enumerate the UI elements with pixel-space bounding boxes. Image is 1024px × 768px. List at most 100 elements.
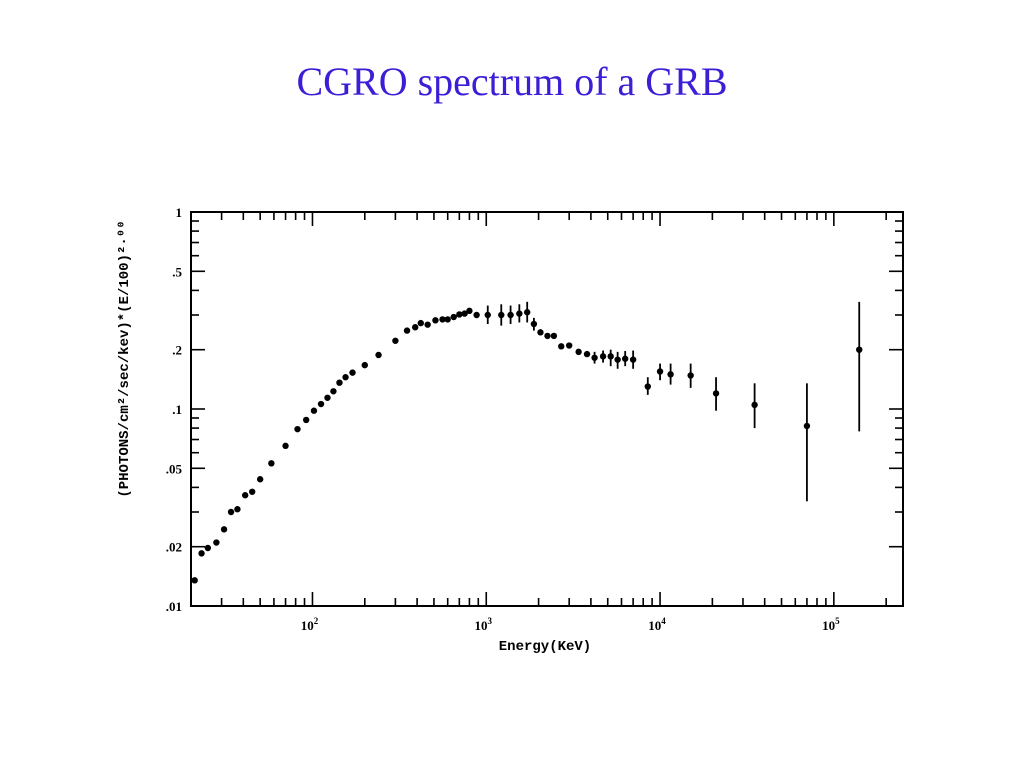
data-marker — [456, 311, 463, 318]
data-points — [191, 301, 863, 584]
data-marker — [712, 390, 720, 397]
data-point — [432, 317, 439, 324]
data-point — [712, 377, 720, 411]
data-point — [629, 350, 637, 369]
data-point — [607, 349, 614, 367]
data-marker — [294, 425, 301, 433]
data-point — [550, 332, 558, 340]
data-point — [342, 374, 349, 381]
data-point — [583, 350, 591, 358]
data-point — [336, 379, 343, 386]
data-point — [349, 369, 356, 376]
data-point — [227, 508, 235, 516]
data-marker — [484, 311, 491, 319]
data-marker — [558, 343, 565, 350]
data-marker — [607, 353, 614, 360]
data-marker — [751, 401, 758, 409]
data-marker — [803, 422, 811, 430]
data-point — [424, 321, 431, 328]
x-tick-label: 102 — [301, 616, 319, 633]
x-tick-label: 105 — [822, 616, 840, 633]
data-marker — [516, 310, 523, 317]
x-tick-label: 104 — [648, 616, 666, 633]
data-point — [330, 388, 337, 395]
data-marker — [361, 361, 368, 369]
data-marker — [417, 319, 424, 327]
data-point — [516, 304, 523, 323]
data-marker — [268, 460, 275, 467]
data-marker — [204, 544, 212, 552]
data-marker — [324, 394, 331, 401]
data-marker — [687, 372, 694, 379]
data-marker — [432, 317, 439, 324]
data-point — [473, 311, 480, 319]
data-marker — [599, 353, 607, 360]
slide-title: CGRO spectrum of a GRB — [296, 59, 728, 104]
data-marker — [614, 356, 621, 363]
data-point — [466, 307, 473, 315]
data-point — [591, 351, 598, 364]
data-marker — [461, 310, 468, 317]
data-point — [198, 550, 205, 557]
data-marker — [310, 407, 318, 414]
data-marker — [375, 351, 382, 359]
data-point — [191, 577, 198, 584]
data-point — [294, 425, 301, 433]
data-point — [461, 310, 468, 317]
data-point — [324, 394, 331, 401]
data-point — [317, 400, 325, 408]
data-marker — [411, 324, 419, 331]
data-marker — [444, 316, 451, 323]
data-point — [456, 311, 463, 318]
data-point — [498, 304, 505, 326]
data-point — [403, 327, 411, 334]
data-marker — [342, 374, 349, 381]
data-marker — [575, 348, 582, 356]
data-point — [530, 317, 538, 331]
data-marker — [392, 337, 399, 344]
data-marker — [282, 442, 289, 450]
data-marker — [213, 539, 220, 546]
data-marker — [473, 311, 480, 319]
data-point — [507, 305, 514, 325]
data-point — [241, 492, 249, 499]
data-point — [450, 313, 457, 321]
data-marker — [450, 313, 457, 321]
data-point — [523, 301, 531, 323]
data-marker — [424, 321, 431, 328]
y-tick-label: 1 — [176, 205, 183, 220]
data-marker — [249, 488, 256, 495]
tick-marks — [190, 211, 903, 607]
data-marker — [544, 332, 551, 340]
data-point — [644, 377, 651, 395]
data-marker — [621, 355, 629, 362]
data-point — [220, 526, 228, 533]
data-point — [575, 348, 582, 356]
data-marker — [466, 307, 473, 315]
data-marker — [565, 342, 573, 349]
data-point — [656, 363, 664, 381]
data-marker — [629, 356, 637, 363]
data-point — [249, 488, 256, 495]
tick-labels: .01 .02 .05 .1 .2 .5 1 102 103 104 105 — [166, 205, 840, 633]
data-point — [439, 316, 446, 323]
x-axis-title: Energy(KeV) — [499, 639, 591, 655]
y-tick-label: .01 — [166, 599, 182, 614]
data-marker — [523, 309, 531, 316]
data-point — [599, 350, 607, 363]
data-marker — [256, 476, 264, 483]
data-marker — [349, 369, 356, 376]
data-point — [751, 383, 758, 429]
data-point — [803, 383, 811, 502]
data-point — [392, 337, 399, 344]
data-marker — [591, 354, 598, 361]
data-marker — [537, 329, 544, 336]
y-tick-label: .2 — [172, 343, 182, 358]
data-point — [417, 319, 424, 327]
data-point — [411, 324, 419, 331]
data-marker — [403, 327, 411, 334]
y-tick-label: .1 — [172, 402, 182, 417]
plot-frame — [190, 211, 904, 607]
data-point — [213, 539, 220, 546]
